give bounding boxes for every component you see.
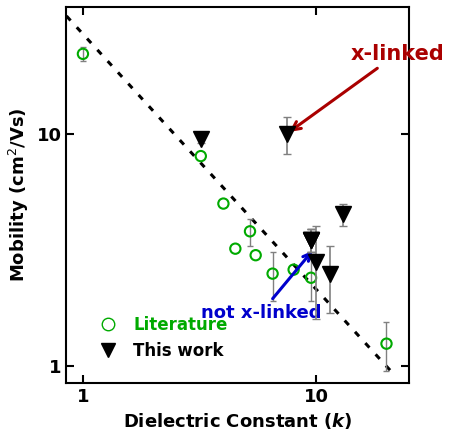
Text: x-linked: x-linked [292, 44, 444, 130]
Point [269, 270, 276, 277]
X-axis label: Dielectric Constant ($\bfit{k}$): Dielectric Constant ($\bfit{k}$) [123, 411, 352, 431]
Legend: Literature, This work: Literature, This work [85, 309, 234, 367]
Point [197, 152, 204, 159]
Point [290, 266, 297, 273]
Point [383, 340, 390, 347]
Point [307, 274, 315, 281]
Point [220, 200, 227, 207]
Point [232, 245, 239, 252]
Y-axis label: Mobility (cm$^2$/Vs): Mobility (cm$^2$/Vs) [7, 107, 31, 282]
Text: not x-linked: not x-linked [201, 254, 321, 321]
Point [79, 50, 86, 57]
Point [252, 252, 259, 259]
Point [247, 228, 254, 235]
